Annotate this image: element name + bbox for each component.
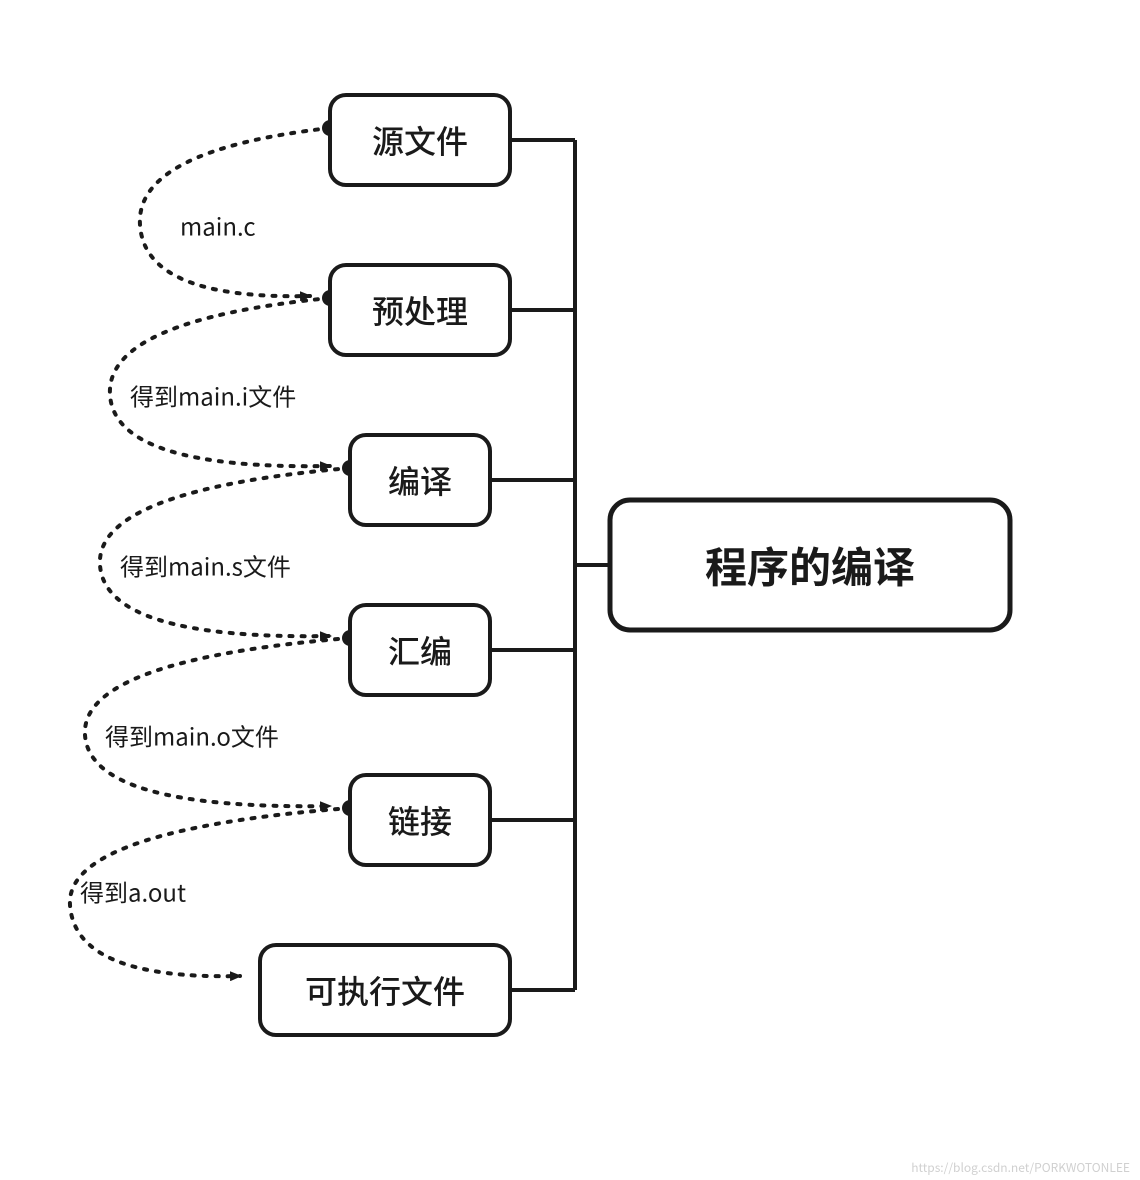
edge-label: main.c <box>180 208 256 243</box>
flow-edge-3: 得到main.o文件 <box>85 630 358 806</box>
edge-label: 得到main.s文件 <box>120 548 291 583</box>
edge-label: 得到a.out <box>80 874 186 909</box>
stage-label: 源文件 <box>372 117 468 163</box>
flow-edge-1: 得到main.i文件 <box>110 290 338 466</box>
root-label: 程序的编译 <box>705 535 915 596</box>
stage-node-n2: 编译 <box>350 435 490 525</box>
stage-label: 可执行文件 <box>305 967 465 1013</box>
stage-label: 预处理 <box>372 287 468 333</box>
stage-label: 编译 <box>388 457 452 503</box>
flow-edge-0: main.c <box>140 120 338 296</box>
edge-label: 得到main.o文件 <box>105 718 279 753</box>
watermark-text: https://blog.csdn.net/PORKWOTONLEE <box>911 1159 1130 1176</box>
stage-label: 链接 <box>388 797 452 843</box>
edge-label: 得到main.i文件 <box>130 378 296 413</box>
stage-node-n1: 预处理 <box>330 265 510 355</box>
stage-node-n5: 可执行文件 <box>260 945 510 1035</box>
compilation-diagram: main.c 得到main.i文件得到main.s文件得到main.o文件得到a.… <box>0 0 1140 1180</box>
root-node: 程序的编译 <box>610 500 1010 630</box>
flow-edge-2: 得到main.s文件 <box>100 460 358 636</box>
stage-node-n3: 汇编 <box>350 605 490 695</box>
stage-node-n4: 链接 <box>350 775 490 865</box>
stage-label: 汇编 <box>388 627 452 673</box>
stage-node-n0: 源文件 <box>330 95 510 185</box>
